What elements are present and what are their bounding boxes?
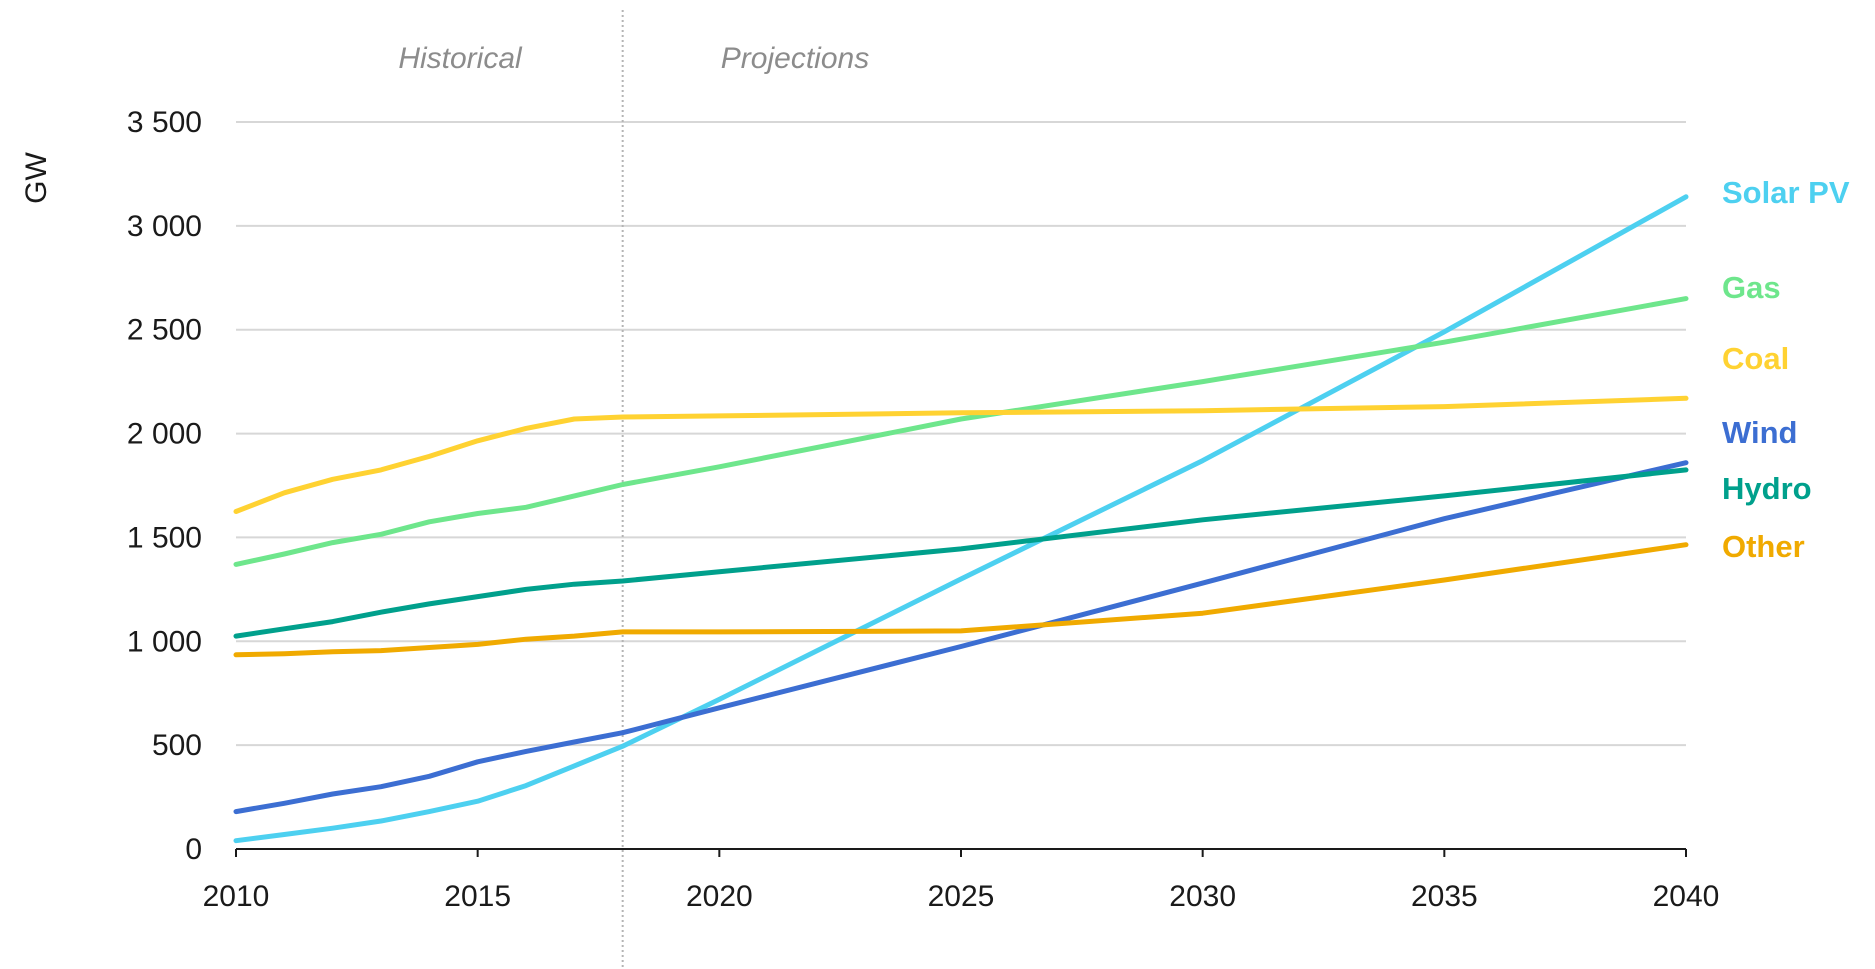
series-labels: Solar PV Gas Coal Wind Hydro Other [1722, 175, 1850, 564]
series-label-other: Other [1722, 529, 1805, 564]
series-line-hydro [233, 467, 1689, 639]
y-tick-label: 3 000 [127, 210, 202, 243]
y-tick-label: 2 500 [127, 314, 202, 347]
x-axis: 2010 2015 2020 2025 2030 2035 2040 [203, 848, 1720, 913]
series-line-gas [233, 296, 1689, 567]
series-line-other [233, 542, 1689, 658]
x-tick-label: 2010 [203, 880, 270, 913]
y-tick-label: 3 500 [127, 106, 202, 139]
x-tick-label: 2020 [686, 880, 753, 913]
series-label-hydro: Hydro [1722, 471, 1812, 506]
series-label-solar-pv: Solar PV [1722, 175, 1850, 210]
y-axis-label: GW [20, 151, 53, 203]
x-tick-label: 2035 [1411, 880, 1478, 913]
series-line-coal [233, 395, 1689, 514]
series-lines [233, 194, 1689, 844]
gridlines [236, 121, 1686, 747]
series-label-wind: Wind [1722, 415, 1797, 450]
series-label-gas: Gas [1722, 270, 1781, 305]
y-tick-label: 500 [152, 729, 202, 762]
series-line-solar-pv [233, 194, 1689, 844]
x-tick-label: 2025 [928, 880, 995, 913]
y-axis-ticks: 0 500 1 000 1 500 2 000 2 500 3 000 3 500 [127, 106, 202, 866]
y-tick-label: 1 000 [127, 625, 202, 658]
y-tick-label: 2 000 [127, 418, 202, 451]
historical-label: Historical [398, 42, 523, 75]
y-tick-label: 0 [185, 833, 202, 866]
series-label-coal: Coal [1722, 341, 1789, 376]
projections-label: Projections [721, 42, 869, 75]
x-tick-label: 2030 [1169, 880, 1236, 913]
x-tick-label: 2040 [1653, 880, 1720, 913]
x-tick-label: 2015 [444, 880, 511, 913]
y-tick-label: 1 500 [127, 521, 202, 554]
series-line-wind [233, 460, 1689, 815]
